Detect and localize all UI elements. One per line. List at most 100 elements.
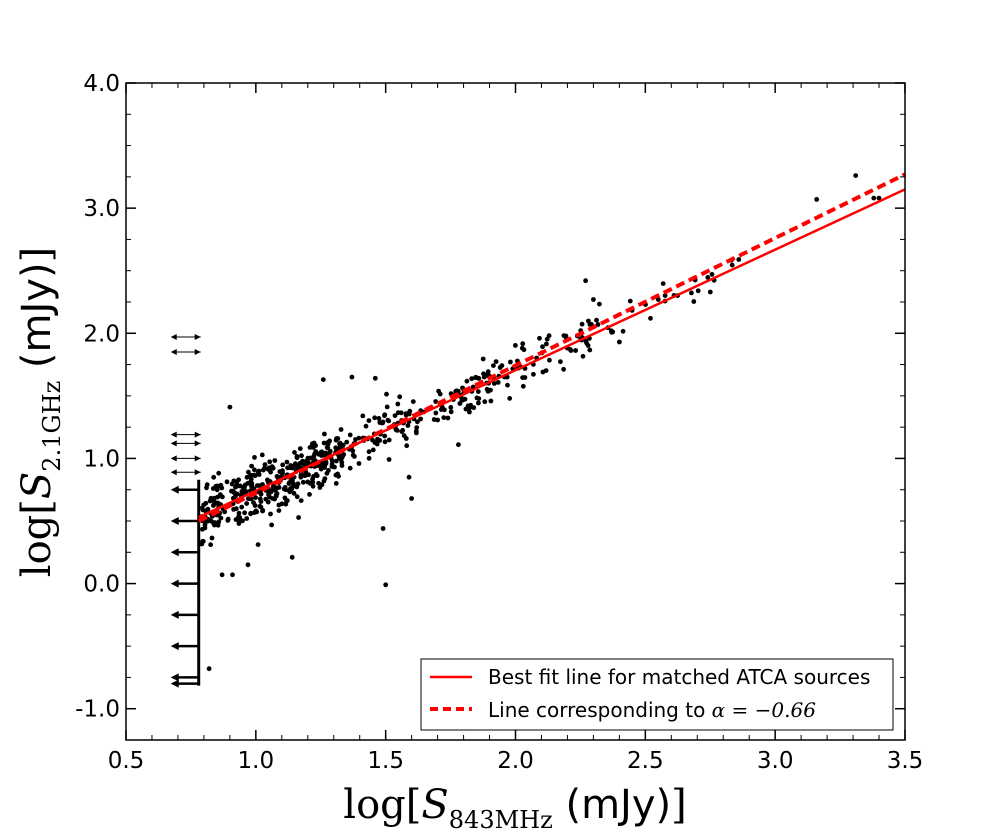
data-point <box>493 359 499 364</box>
data-point <box>231 478 237 484</box>
data-point <box>401 433 407 439</box>
data-point <box>276 485 282 490</box>
data-point <box>505 382 510 388</box>
data-point <box>298 498 304 503</box>
data-point <box>269 522 274 528</box>
data-point <box>495 380 501 385</box>
data-point <box>244 501 250 506</box>
data-point <box>435 417 440 423</box>
data-point <box>480 356 486 362</box>
data-point <box>268 511 273 517</box>
data-point <box>265 477 270 483</box>
arrow-head <box>170 610 179 619</box>
data-point <box>465 403 471 409</box>
data-point <box>320 377 326 382</box>
data-point <box>481 374 487 380</box>
data-point <box>591 297 596 302</box>
data-point <box>224 479 230 485</box>
data-point <box>397 394 403 400</box>
data-point <box>225 516 231 522</box>
data-point <box>199 541 205 547</box>
data-point <box>499 363 505 368</box>
data-point <box>563 333 569 339</box>
data-point <box>307 445 313 450</box>
data-point <box>356 461 362 466</box>
data-point <box>433 399 439 404</box>
data-point <box>248 476 254 482</box>
data-point <box>437 391 443 397</box>
data-point <box>347 465 353 471</box>
data-point <box>347 432 353 438</box>
data-point <box>406 474 412 480</box>
data-point <box>736 257 742 262</box>
data-point <box>262 465 267 471</box>
data-point <box>253 508 259 514</box>
data-point <box>508 359 513 365</box>
data-point <box>302 473 308 479</box>
data-point <box>236 521 242 526</box>
data-point <box>340 454 345 460</box>
data-point <box>313 449 319 454</box>
arrow-head <box>170 517 179 525</box>
data-point <box>853 173 859 179</box>
x-tick-label: 3.5 <box>887 748 924 774</box>
arrow-head <box>194 349 201 356</box>
data-point <box>200 507 206 513</box>
arrow-head <box>170 679 179 688</box>
data-point <box>255 470 261 476</box>
data-point <box>350 452 356 458</box>
data-point <box>322 431 327 437</box>
data-point <box>260 508 265 514</box>
data-point <box>282 485 288 490</box>
data-point <box>291 490 297 496</box>
data-point <box>384 391 389 397</box>
arrow-head <box>170 334 177 341</box>
data-point <box>392 413 398 418</box>
data-point <box>403 411 409 416</box>
data-point <box>380 526 386 531</box>
data-point <box>445 415 451 421</box>
data-point <box>454 388 460 394</box>
data-point <box>214 500 220 506</box>
data-point <box>339 460 345 465</box>
data-point <box>414 425 420 430</box>
data-point <box>284 498 290 503</box>
data-point <box>300 479 306 485</box>
data-point <box>318 450 323 456</box>
data-point <box>230 572 235 578</box>
data-point <box>476 396 482 401</box>
arrow-head <box>170 673 179 682</box>
data-point <box>311 474 316 479</box>
data-point <box>617 339 622 345</box>
data-point <box>270 487 276 493</box>
data-point <box>385 417 391 423</box>
data-point <box>456 442 461 448</box>
data-point <box>276 508 282 513</box>
data-point <box>333 458 339 464</box>
data-point <box>705 275 711 280</box>
data-point <box>326 468 331 473</box>
data-point <box>356 435 362 441</box>
data-point <box>507 396 513 401</box>
data-point <box>249 481 255 486</box>
data-point <box>216 519 222 525</box>
upper-limit-arrows <box>170 334 201 688</box>
data-point <box>433 410 439 416</box>
data-point <box>513 343 518 348</box>
data-point <box>293 461 298 466</box>
data-point <box>277 469 283 475</box>
data-point <box>366 418 372 423</box>
data-point <box>531 371 536 377</box>
data-point <box>245 496 251 501</box>
data-point <box>573 348 578 353</box>
data-point <box>522 375 528 380</box>
data-point <box>252 467 257 473</box>
data-point <box>597 301 602 307</box>
data-point <box>205 506 211 512</box>
data-point <box>323 450 329 456</box>
arrow-head <box>170 469 177 476</box>
data-point <box>579 321 585 327</box>
data-point <box>594 317 599 323</box>
data-point <box>695 288 701 294</box>
data-point <box>272 458 278 463</box>
